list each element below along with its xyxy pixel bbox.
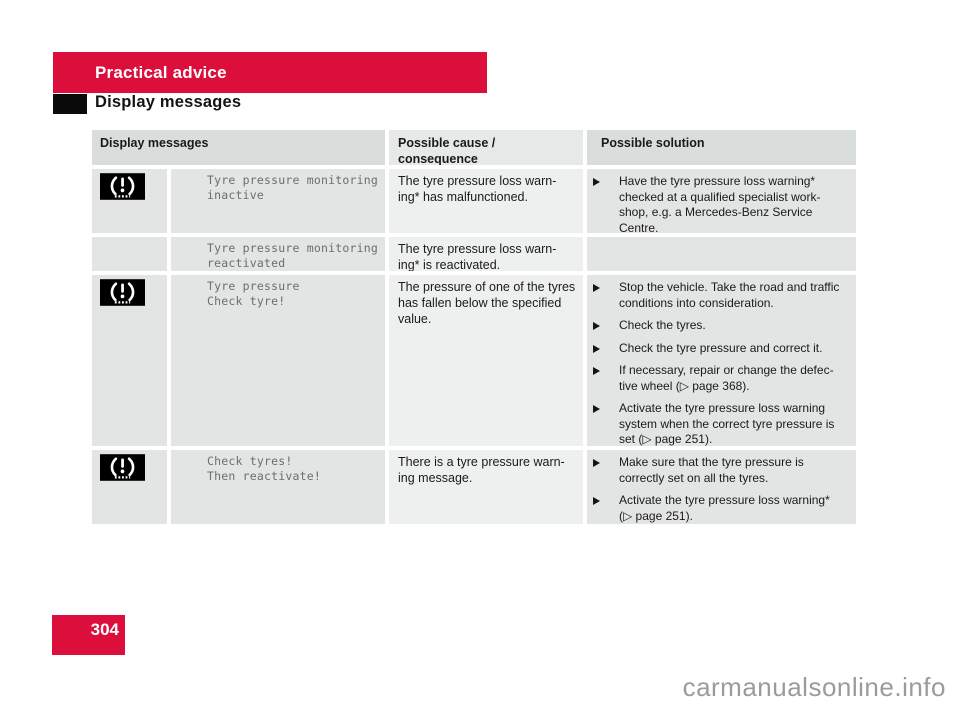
display-icon-cell xyxy=(92,275,167,446)
solution-item: Check the tyre pressure and correct it. xyxy=(593,341,854,357)
possible-cause-text: The tyre pressure loss warn- ing* has ma… xyxy=(389,169,583,233)
column-header-possible-solution: Possible solution xyxy=(587,130,856,165)
solution-text: Check the tyre pressure and correct it. xyxy=(619,340,823,355)
solution-item: Stop the vehicle. Take the road and traf… xyxy=(593,280,854,311)
solution-arrow-icon xyxy=(593,284,619,292)
display-message-text: Tyre pressure Check tyre! xyxy=(171,275,385,446)
solution-item: Make sure that the tyre pressure is corr… xyxy=(593,455,854,486)
solution-item: Activate the tyre pressure loss warning … xyxy=(593,401,854,446)
display-icon-cell xyxy=(92,169,167,233)
column-header-display-messages: Display messages xyxy=(92,130,385,165)
page-number: 304 xyxy=(90,620,119,639)
solution-arrow-icon xyxy=(593,459,619,467)
watermark-text: carmanualsonline.info xyxy=(682,672,946,702)
possible-solution-cell: Make sure that the tyre pressure is corr… xyxy=(587,450,856,524)
solution-arrow-icon xyxy=(593,405,619,413)
solution-item: Activate the tyre pressure loss warning*… xyxy=(593,493,854,524)
solution-arrow-icon xyxy=(593,497,619,505)
solution-text: Have the tyre pressure loss warning* che… xyxy=(619,174,821,233)
tyre-pressure-warning-icon xyxy=(100,279,145,306)
solution-text: Check the tyres. xyxy=(619,318,706,332)
solution-text: Make sure that the tyre pressure is corr… xyxy=(619,455,804,485)
page-heading: Display messages xyxy=(95,93,242,111)
section-marker-tab xyxy=(53,94,87,114)
solution-item: Have the tyre pressure loss warning* che… xyxy=(593,174,854,233)
tyre-pressure-warning-icon xyxy=(100,454,145,481)
solution-arrow-icon xyxy=(593,178,619,186)
solution-text: Stop the vehicle. Take the road and traf… xyxy=(619,280,840,310)
page-number-tab: 304 xyxy=(52,615,125,655)
display-message-text: Tyre pressure monitoring reactivated xyxy=(171,237,385,271)
solution-text: Activate the tyre pressure loss warning … xyxy=(619,401,835,446)
section-banner: Practical advice xyxy=(53,52,487,93)
solution-text: Activate the tyre pressure loss warning*… xyxy=(619,493,830,523)
solution-item: Check the tyres. xyxy=(593,318,854,334)
solution-arrow-icon xyxy=(593,322,619,330)
solution-arrow-icon xyxy=(593,344,619,353)
display-icon-cell xyxy=(92,450,167,524)
column-header-possible-cause: Possible cause / consequence xyxy=(389,130,583,165)
display-icon-cell xyxy=(92,237,167,271)
tyre-pressure-warning-icon xyxy=(100,173,145,200)
solution-arrow-icon xyxy=(593,367,619,375)
display-message-text: Tyre pressure monitoring inactive xyxy=(171,169,385,233)
solution-item: If necessary, repair or change the defec… xyxy=(593,363,854,394)
section-title: Practical advice xyxy=(95,62,227,82)
possible-solution-cell: Stop the vehicle. Take the road and traf… xyxy=(587,275,856,446)
solution-text: If necessary, repair or change the defec… xyxy=(619,363,834,393)
display-message-text: Check tyres! Then reactivate! xyxy=(171,450,385,524)
possible-solution-cell xyxy=(587,237,856,271)
possible-solution-cell: Have the tyre pressure loss warning* che… xyxy=(587,169,856,233)
possible-cause-text: The tyre pressure loss warn- ing* is rea… xyxy=(389,237,583,271)
display-messages-table: Display messages Possible cause / conseq… xyxy=(92,130,856,524)
possible-cause-text: There is a tyre pressure warn- ing messa… xyxy=(389,450,583,524)
possible-cause-text: The pressure of one of the tyres has fal… xyxy=(389,275,583,446)
